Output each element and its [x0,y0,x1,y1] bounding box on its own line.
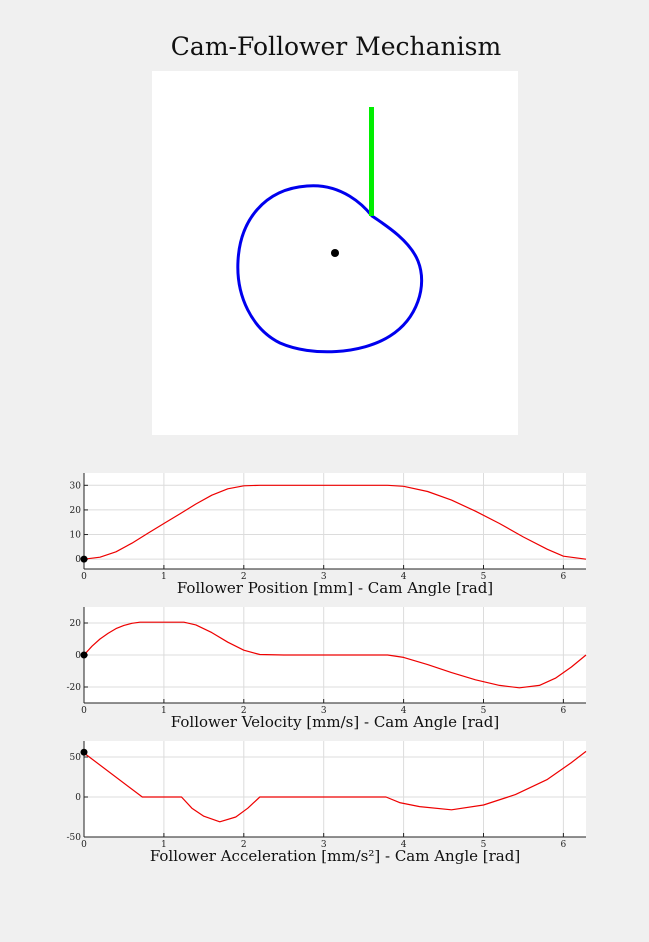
acceleration-curve [83,750,587,823]
x-tick-label: 1 [161,572,167,582]
x-tick-label: 3 [321,572,327,582]
x-tick-label: 5 [481,572,487,582]
y-tick-label: 0 [75,555,81,565]
plot-area [84,473,586,569]
y-tick-label: -50 [67,833,82,843]
x-tick-label: 6 [561,572,567,582]
cam-profile [236,184,424,354]
figure-title: Cam-Follower Mechanism [170,32,502,61]
x-tick-label: 4 [401,840,407,850]
position-curve [83,484,587,560]
x-tick-label: 3 [321,706,327,716]
velocity-chart: 0 1 2 3 4 5 6 -20 0 20 Follower Velocity [mm/s] - … [67,607,587,731]
x-tick-label: 0 [81,572,87,582]
velocity-curve [83,621,587,689]
y-tick-label: 10 [70,531,82,541]
y-tick-label: 30 [70,481,82,491]
x-tick-label: 2 [241,706,247,716]
y-tick-label: 50 [70,753,82,763]
cam-panel [152,71,518,435]
x-tick-label: 3 [321,840,327,850]
cam-diagram [236,107,424,354]
y-tick-label: 0 [75,651,81,661]
current-angle-marker [80,555,88,563]
current-angle-marker [80,651,88,659]
x-tick-label: 0 [81,840,87,850]
x-axis-label: Follower Velocity [mm/s] - Cam Angle [ra… [171,713,499,731]
x-tick-label: 1 [161,706,167,716]
x-tick-label: 5 [481,706,487,716]
x-axis-label: Follower Position [mm] - Cam Angle [rad] [177,579,493,597]
x-tick-label: 4 [401,706,407,716]
y-tick-label: 20 [70,619,82,629]
acceleration-plot: 0 1 2 3 4 5 6 -50 0 50 Follower Acceleration [mm/s… [0,738,649,868]
x-tick-label: 4 [401,572,407,582]
x-tick-label: 2 [241,572,247,582]
velocity-plot: 0 1 2 3 4 5 6 -20 0 20 Follower Velocity [mm/s] - … [0,604,649,734]
cam-center-point [331,249,339,257]
x-tick-label: 0 [81,706,87,716]
x-tick-label: 6 [561,706,567,716]
x-tick-label: 1 [161,840,167,850]
x-tick-label: 5 [481,840,487,850]
position-plot: 0 1 2 3 4 5 6 0 10 20 30 Follower Position [mm] - C… [0,470,649,600]
y-tick-label: 20 [70,506,82,516]
y-tick-label: 0 [75,793,81,803]
plot-area [84,741,586,837]
x-tick-label: 2 [241,840,247,850]
x-tick-label: 6 [561,840,567,850]
y-tick-label: -20 [67,683,82,693]
position-chart: 0 1 2 3 4 5 6 0 10 20 30 Follower Position [mm] - C… [70,473,587,597]
x-axis-label: Follower Acceleration [mm/s²] - Cam Angl… [150,847,520,865]
current-angle-marker [80,748,88,756]
